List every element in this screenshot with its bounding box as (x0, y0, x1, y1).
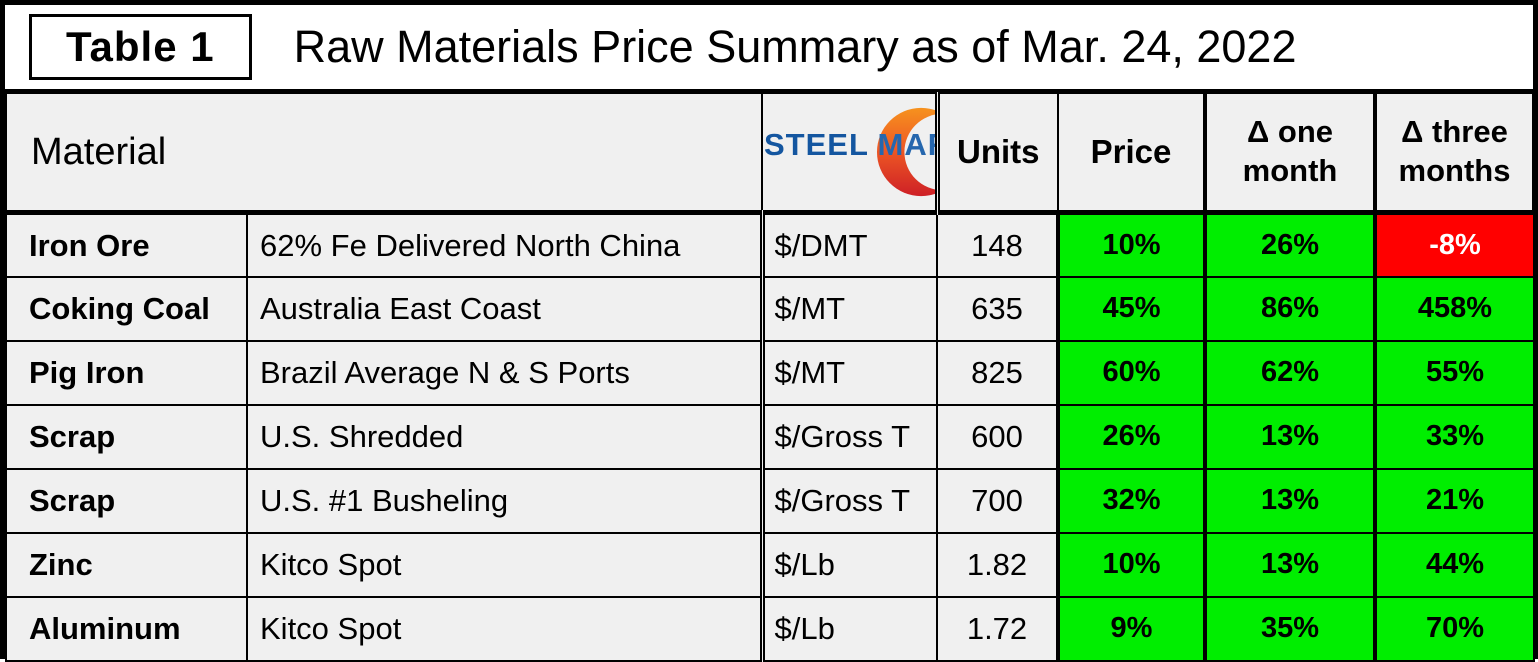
delta-one-year-cell: 21% (1373, 467, 1535, 534)
column-header-price: Price (1057, 92, 1206, 216)
delta-one-year-cell: 458% (1373, 275, 1535, 342)
material-cell: Pig Iron (5, 339, 248, 406)
delta-one-year-cell: 70% (1373, 595, 1535, 662)
price-cell: 1.82 (936, 531, 1059, 598)
table-row: Scrap U.S. Shredded $/Gross T 600 26% 13… (5, 403, 1535, 470)
description-cell: Australia East Coast (246, 275, 763, 342)
logo-word-market: MARKET (877, 127, 935, 163)
material-cell: Scrap (5, 467, 248, 534)
table-row: Zinc Kitco Spot $/Lb 1.82 10% 13% 44% (5, 531, 1535, 598)
delta-one-month-cell: 9% (1056, 595, 1206, 662)
table-number-label: Table 1 (29, 14, 252, 80)
delta-one-month-cell: 10% (1056, 211, 1206, 278)
page-title: Raw Materials Price Summary as of Mar. 2… (293, 21, 1297, 72)
units-cell: $/Lb (759, 595, 938, 662)
delta-three-months-cell: 13% (1203, 467, 1376, 534)
logo-word-steel: STEEL (764, 127, 869, 163)
delta-one-year-cell: 33% (1373, 403, 1535, 470)
logo-wordmark: STEEL MARKET UPDATE (764, 127, 935, 163)
delta-one-year-cell: 55% (1373, 339, 1535, 406)
table-body: Iron Ore 62% Fe Delivered North China $/… (5, 211, 1535, 662)
material-cell: Scrap (5, 403, 248, 470)
description-cell: Kitco Spot (246, 531, 763, 598)
units-cell: $/MT (759, 275, 938, 342)
logo-cell: STEEL MARKET UPDATE part of the CRU Grou… (761, 92, 938, 216)
units-cell: $/MT (759, 339, 938, 406)
delta-one-month-cell: 32% (1056, 467, 1206, 534)
description-cell: U.S. Shredded (246, 403, 763, 470)
units-cell: $/Lb (759, 531, 938, 598)
table-row: Iron Ore 62% Fe Delivered North China $/… (5, 211, 1535, 278)
price-cell: 148 (936, 211, 1059, 278)
delta-three-months-cell: 13% (1203, 403, 1376, 470)
column-header-material: Material (5, 92, 763, 216)
units-cell: $/DMT (759, 211, 938, 278)
material-cell: Iron Ore (5, 211, 248, 278)
price-cell: 600 (936, 403, 1059, 470)
column-header-delta-three-months: Δ three months (1373, 92, 1535, 216)
material-cell: Aluminum (5, 595, 248, 662)
description-cell: U.S. #1 Busheling (246, 467, 763, 534)
crescent-logo-icon (876, 108, 935, 197)
description-cell: Brazil Average N & S Ports (246, 339, 763, 406)
delta-one-year-cell: 44% (1373, 531, 1535, 598)
delta-one-month-cell: 45% (1056, 275, 1206, 342)
delta-one-year-cell: -8% (1373, 211, 1535, 278)
material-cell: Zinc (5, 531, 248, 598)
delta-three-months-cell: 86% (1203, 275, 1376, 342)
delta-one-month-cell: 10% (1056, 531, 1206, 598)
delta-one-month-cell: 60% (1056, 339, 1206, 406)
price-cell: 700 (936, 467, 1059, 534)
table-row: Scrap U.S. #1 Busheling $/Gross T 700 32… (5, 467, 1535, 534)
table-row: Pig Iron Brazil Average N & S Ports $/MT… (5, 339, 1535, 406)
price-cell: 635 (936, 275, 1059, 342)
description-cell: Kitco Spot (246, 595, 763, 662)
steel-market-update-logo: STEEL MARKET UPDATE part of the CRU Grou… (764, 103, 935, 201)
table-row: Coking Coal Australia East Coast $/MT 63… (5, 275, 1535, 342)
delta-three-months-cell: 35% (1203, 595, 1376, 662)
delta-three-months-cell: 13% (1203, 531, 1376, 598)
price-cell: 1.72 (936, 595, 1059, 662)
price-summary-table: Material (5, 92, 1535, 662)
units-cell: $/Gross T (759, 467, 938, 534)
delta-three-months-cell: 62% (1203, 339, 1376, 406)
material-cell: Coking Coal (5, 275, 248, 342)
delta-three-months-cell: 26% (1203, 211, 1376, 278)
table-row: Aluminum Kitco Spot $/Lb 1.72 9% 35% 70% (5, 595, 1535, 662)
description-cell: 62% Fe Delivered North China (246, 211, 763, 278)
units-cell: $/Gross T (759, 403, 938, 470)
column-header-delta-one-month: Δ one month (1203, 92, 1376, 216)
title-bar: Table 1 Raw Materials Price Summary as o… (5, 5, 1533, 92)
delta-one-month-cell: 26% (1056, 403, 1206, 470)
price-cell: 825 (936, 339, 1059, 406)
column-header-units: Units (934, 92, 1059, 216)
table-header: Material (5, 92, 1535, 216)
